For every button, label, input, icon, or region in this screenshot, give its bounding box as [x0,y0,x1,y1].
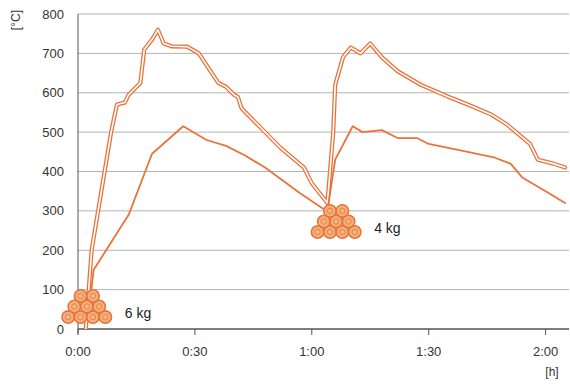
grid-line [78,250,569,251]
log-ring [72,304,78,310]
y-tick-label: 800 [42,7,64,22]
x-tick-label: 2:00 [533,344,558,359]
x-tick [428,329,429,335]
y-tick-label: 100 [42,282,64,297]
log-pile-icon [62,290,112,323]
log-ring [65,314,71,320]
x-tick-label: 0:30 [182,344,207,359]
log-ring [103,314,109,320]
log-ring [315,229,321,235]
y-axis-label: [°C] [9,10,23,30]
log-ring [90,314,96,320]
annotation: 4 kg [374,220,400,236]
x-tick-label: 1:00 [299,344,324,359]
y-axis [78,14,79,334]
x-tick [78,329,79,335]
y-tick-label: 600 [42,85,64,100]
series-line-outer [86,30,565,329]
log [74,290,86,302]
log-ring [340,229,346,235]
series-line [90,126,565,305]
log-ring [333,219,339,225]
log [324,205,336,217]
log-ring [96,304,102,310]
x-tick [311,329,312,335]
x-tick-label: 0:00 [65,344,90,359]
x-axis [78,329,569,330]
y-tick-label: 200 [42,243,64,258]
grid-line [78,329,569,330]
log-ring [327,229,333,235]
log [87,290,99,302]
grid-line [78,53,569,54]
grid-line [78,92,569,93]
grid-line [78,289,569,290]
log-ring [346,219,352,225]
grid [78,14,569,329]
y-tick-label: 500 [42,125,64,140]
log-ring [78,293,84,299]
log-ring [321,219,327,225]
log-ring [327,208,333,214]
log-pile-icon [311,205,361,238]
lines [86,30,565,329]
log-ring [340,208,346,214]
y-tick-label: 400 [42,164,64,179]
x-tick [194,329,195,335]
y-tick-label: 0 [57,322,64,337]
annotation: 6 kg [125,305,151,321]
series-line-inner [86,30,565,329]
log [336,205,348,217]
x-tick [545,329,546,335]
log-ring [84,304,90,310]
chart: 0 100 200 300 400 500 600 700 800 0:00 0:30 1:00 1:3… [0,0,570,384]
grid-line [78,132,569,133]
log-ring [78,314,84,320]
grid-line [78,171,569,172]
y-tick-label: 300 [42,203,64,218]
x-tick-label: 1:30 [416,344,441,359]
y-tick-label: 700 [42,46,64,61]
grid-line [78,14,569,15]
log-ring [90,293,96,299]
log-ring [352,229,358,235]
x-axis-label: [h] [545,365,558,379]
